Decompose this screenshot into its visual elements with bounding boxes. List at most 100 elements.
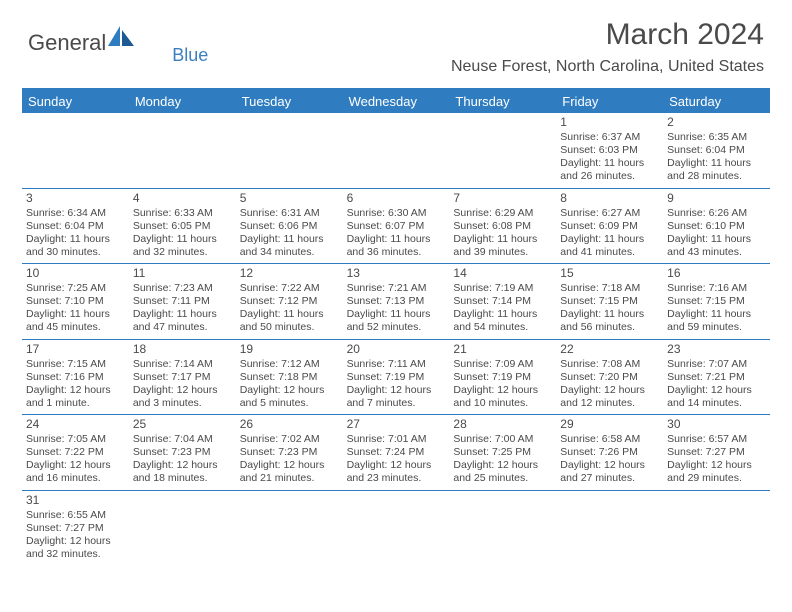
day-detail: Sunset: 7:27 PM bbox=[667, 446, 766, 459]
day-number: 11 bbox=[133, 266, 232, 281]
day-number: 29 bbox=[560, 417, 659, 432]
day-detail: Sunrise: 7:18 AM bbox=[560, 282, 659, 295]
calendar-cell: 16Sunrise: 7:16 AMSunset: 7:15 PMDayligh… bbox=[663, 264, 770, 339]
calendar-cell-empty bbox=[556, 491, 663, 566]
calendar-cell: 15Sunrise: 7:18 AMSunset: 7:15 PMDayligh… bbox=[556, 264, 663, 339]
calendar-cell: 30Sunrise: 6:57 AMSunset: 7:27 PMDayligh… bbox=[663, 415, 770, 490]
day-number: 13 bbox=[347, 266, 446, 281]
day-detail: and 28 minutes. bbox=[667, 170, 766, 183]
calendar-cell: 7Sunrise: 6:29 AMSunset: 6:08 PMDaylight… bbox=[449, 189, 556, 264]
calendar-week: 3Sunrise: 6:34 AMSunset: 6:04 PMDaylight… bbox=[22, 189, 770, 265]
day-detail: Daylight: 12 hours bbox=[133, 459, 232, 472]
day-detail: Sunrise: 7:01 AM bbox=[347, 433, 446, 446]
day-number: 23 bbox=[667, 342, 766, 357]
day-number: 22 bbox=[560, 342, 659, 357]
day-header: Thursday bbox=[449, 90, 556, 113]
day-detail: Sunset: 7:19 PM bbox=[453, 371, 552, 384]
calendar: SundayMondayTuesdayWednesdayThursdayFrid… bbox=[22, 88, 770, 565]
day-detail: Sunset: 7:13 PM bbox=[347, 295, 446, 308]
day-detail: Sunset: 6:06 PM bbox=[240, 220, 339, 233]
day-detail: Sunset: 6:04 PM bbox=[26, 220, 125, 233]
day-detail: Daylight: 11 hours bbox=[347, 308, 446, 321]
day-number: 3 bbox=[26, 191, 125, 206]
page-title: March 2024 bbox=[606, 18, 764, 52]
day-number: 2 bbox=[667, 115, 766, 130]
calendar-cell: 27Sunrise: 7:01 AMSunset: 7:24 PMDayligh… bbox=[343, 415, 450, 490]
day-number: 30 bbox=[667, 417, 766, 432]
day-number: 1 bbox=[560, 115, 659, 130]
calendar-week: 24Sunrise: 7:05 AMSunset: 7:22 PMDayligh… bbox=[22, 415, 770, 491]
calendar-cell: 23Sunrise: 7:07 AMSunset: 7:21 PMDayligh… bbox=[663, 340, 770, 415]
page-header: General Blue March 2024 Neuse Forest, No… bbox=[0, 0, 792, 88]
day-detail: Sunrise: 6:55 AM bbox=[26, 509, 125, 522]
calendar-cell: 19Sunrise: 7:12 AMSunset: 7:18 PMDayligh… bbox=[236, 340, 343, 415]
day-detail: Sunrise: 7:02 AM bbox=[240, 433, 339, 446]
day-detail: and 5 minutes. bbox=[240, 397, 339, 410]
day-detail: and 39 minutes. bbox=[453, 246, 552, 259]
day-detail: and 27 minutes. bbox=[560, 472, 659, 485]
day-detail: and 21 minutes. bbox=[240, 472, 339, 485]
calendar-cell: 9Sunrise: 6:26 AMSunset: 6:10 PMDaylight… bbox=[663, 189, 770, 264]
calendar-cell: 18Sunrise: 7:14 AMSunset: 7:17 PMDayligh… bbox=[129, 340, 236, 415]
day-detail: and 25 minutes. bbox=[453, 472, 552, 485]
day-detail: and 50 minutes. bbox=[240, 321, 339, 334]
day-detail: Daylight: 11 hours bbox=[240, 308, 339, 321]
day-number: 31 bbox=[26, 493, 125, 508]
calendar-cell: 31Sunrise: 6:55 AMSunset: 7:27 PMDayligh… bbox=[22, 491, 129, 566]
calendar-week: 31Sunrise: 6:55 AMSunset: 7:27 PMDayligh… bbox=[22, 491, 770, 566]
day-detail: Sunset: 7:10 PM bbox=[26, 295, 125, 308]
day-number: 5 bbox=[240, 191, 339, 206]
day-number: 18 bbox=[133, 342, 232, 357]
day-detail: Sunset: 7:20 PM bbox=[560, 371, 659, 384]
day-number: 20 bbox=[347, 342, 446, 357]
day-detail: Daylight: 11 hours bbox=[667, 308, 766, 321]
calendar-cell: 17Sunrise: 7:15 AMSunset: 7:16 PMDayligh… bbox=[22, 340, 129, 415]
calendar-cell: 11Sunrise: 7:23 AMSunset: 7:11 PMDayligh… bbox=[129, 264, 236, 339]
day-detail: Sunrise: 7:09 AM bbox=[453, 358, 552, 371]
day-header: Friday bbox=[556, 90, 663, 113]
day-detail: Sunrise: 6:57 AM bbox=[667, 433, 766, 446]
day-detail: Sunrise: 7:05 AM bbox=[26, 433, 125, 446]
calendar-cell: 26Sunrise: 7:02 AMSunset: 7:23 PMDayligh… bbox=[236, 415, 343, 490]
day-detail: Daylight: 12 hours bbox=[26, 384, 125, 397]
calendar-cell: 29Sunrise: 6:58 AMSunset: 7:26 PMDayligh… bbox=[556, 415, 663, 490]
day-detail: and 3 minutes. bbox=[133, 397, 232, 410]
calendar-cell: 24Sunrise: 7:05 AMSunset: 7:22 PMDayligh… bbox=[22, 415, 129, 490]
calendar-cell-empty bbox=[129, 113, 236, 188]
calendar-cell: 10Sunrise: 7:25 AMSunset: 7:10 PMDayligh… bbox=[22, 264, 129, 339]
calendar-cell: 3Sunrise: 6:34 AMSunset: 6:04 PMDaylight… bbox=[22, 189, 129, 264]
day-detail: and 54 minutes. bbox=[453, 321, 552, 334]
day-detail: Sunset: 7:23 PM bbox=[133, 446, 232, 459]
calendar-cell-empty bbox=[663, 491, 770, 566]
calendar-cell: 21Sunrise: 7:09 AMSunset: 7:19 PMDayligh… bbox=[449, 340, 556, 415]
day-detail: Daylight: 12 hours bbox=[453, 384, 552, 397]
day-detail: Daylight: 12 hours bbox=[560, 384, 659, 397]
day-detail: Sunrise: 7:11 AM bbox=[347, 358, 446, 371]
day-detail: Daylight: 11 hours bbox=[133, 308, 232, 321]
day-detail: Sunset: 7:16 PM bbox=[26, 371, 125, 384]
day-detail: Sunrise: 7:04 AM bbox=[133, 433, 232, 446]
day-detail: and 59 minutes. bbox=[667, 321, 766, 334]
calendar-cell-empty bbox=[22, 113, 129, 188]
day-detail: and 14 minutes. bbox=[667, 397, 766, 410]
day-detail: and 32 minutes. bbox=[26, 548, 125, 561]
day-detail: Daylight: 11 hours bbox=[26, 233, 125, 246]
calendar-cell-empty bbox=[236, 491, 343, 566]
day-number: 8 bbox=[560, 191, 659, 206]
day-detail: Daylight: 12 hours bbox=[26, 459, 125, 472]
calendar-cell: 6Sunrise: 6:30 AMSunset: 6:07 PMDaylight… bbox=[343, 189, 450, 264]
day-detail: Daylight: 12 hours bbox=[667, 459, 766, 472]
day-detail: Daylight: 11 hours bbox=[347, 233, 446, 246]
day-detail: Sunrise: 6:31 AM bbox=[240, 207, 339, 220]
day-detail: Sunrise: 6:29 AM bbox=[453, 207, 552, 220]
day-detail: and 32 minutes. bbox=[133, 246, 232, 259]
day-detail: and 56 minutes. bbox=[560, 321, 659, 334]
calendar-cell-empty bbox=[236, 113, 343, 188]
day-detail: Sunrise: 7:00 AM bbox=[453, 433, 552, 446]
day-detail: and 52 minutes. bbox=[347, 321, 446, 334]
day-detail: and 47 minutes. bbox=[133, 321, 232, 334]
day-detail: Daylight: 12 hours bbox=[240, 384, 339, 397]
day-detail: Sunrise: 6:30 AM bbox=[347, 207, 446, 220]
day-detail: Daylight: 11 hours bbox=[240, 233, 339, 246]
day-detail: Sunset: 6:03 PM bbox=[560, 144, 659, 157]
